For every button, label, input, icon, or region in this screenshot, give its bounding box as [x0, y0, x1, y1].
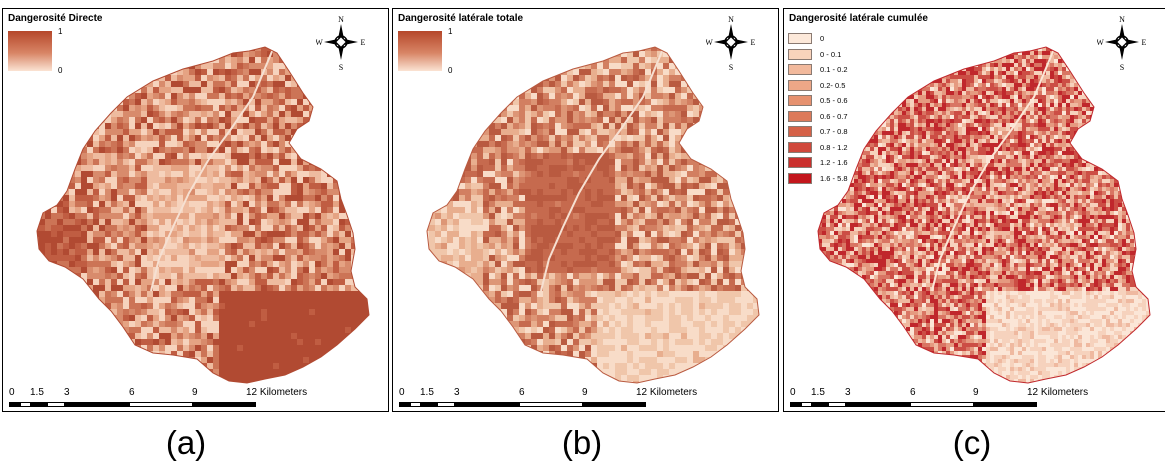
- scale-bar: 0 1.5 3 6 9 12 Kilometers: [399, 387, 699, 409]
- north-arrow-icon: NSWE: [1096, 13, 1147, 72]
- scale-segment: [519, 402, 583, 407]
- legend-item: 0.1 - 0.2: [788, 62, 848, 78]
- map-raster-a: [36, 46, 370, 384]
- scale-segment: [845, 402, 911, 407]
- map-raster-b: [426, 46, 760, 384]
- legend-item: 0.6 - 0.7: [788, 109, 848, 125]
- scale-tick-label: 0: [790, 387, 796, 398]
- legend-swatch: [788, 141, 812, 153]
- map-panel-a: Dangerosité Directe 1 0 N S W E 0 1.5 3 6 9 12 K…: [2, 8, 389, 412]
- scale-segment: [192, 402, 256, 407]
- legend-item-label: 0: [820, 34, 825, 44]
- legend-swatch: [788, 95, 812, 107]
- scale-segment: [129, 402, 193, 407]
- legend-max-label: 1: [58, 27, 63, 36]
- scale-tick-label: 12 Kilometers: [636, 387, 698, 398]
- scale-segment: [9, 402, 20, 407]
- scale-segment: [582, 402, 646, 407]
- north-arrow-icon: N S W E: [315, 13, 366, 72]
- legend-item: 0 - 0.1: [788, 47, 848, 63]
- scale-segment: [973, 402, 1037, 407]
- svg-text:S: S: [339, 63, 343, 71]
- legend-item: 0.7 - 0.8: [788, 124, 848, 140]
- scale-tick-label: 9: [973, 387, 979, 398]
- legend-item-label: 0.6 - 0.7: [820, 111, 848, 121]
- scale-bar: 0 1.5 3 6 9 12 Kilometers: [9, 387, 309, 409]
- legend-item-label: 0 - 0.1: [820, 49, 842, 59]
- legend-swatch: [788, 79, 812, 91]
- svg-text:W: W: [316, 38, 323, 47]
- legend-swatch: [788, 33, 812, 45]
- figure-caption-c: (c): [952, 424, 992, 461]
- scale-segment: [828, 402, 846, 407]
- scale-segment: [437, 402, 455, 407]
- map-title: Dangerosité latérale cumulée: [789, 13, 928, 24]
- scale-segment: [910, 402, 974, 407]
- legend-swatch: [788, 126, 812, 138]
- svg-text:N: N: [338, 15, 344, 24]
- legend-item: 0.2- 0.5: [788, 78, 848, 94]
- legend-item-label: 0.5 - 0.6: [820, 96, 848, 106]
- scale-tick-label: 3: [845, 387, 851, 398]
- scale-segment: [64, 402, 130, 407]
- map-title: Dangerosité Directe: [8, 13, 103, 24]
- legend-swatch: [788, 110, 812, 122]
- legend-swatch: [788, 157, 812, 169]
- scale-segment: [47, 402, 65, 407]
- scale-segment: [800, 402, 812, 407]
- scale-segment: [30, 402, 48, 407]
- legend-item-label: 0.1 - 0.2: [820, 65, 848, 75]
- legend-item: 1.6 - 5.8: [788, 171, 848, 187]
- svg-text:E: E: [361, 38, 366, 47]
- legend-item: 0.5 - 0.6: [788, 93, 848, 109]
- figure-caption-a: (a): [165, 424, 207, 461]
- scale-tick-label: 9: [582, 387, 588, 398]
- map-panel-b: Dangerosité latérale totale 1 0 NSWE 0 1.…: [392, 8, 779, 412]
- legend-item-label: 0.7 - 0.8: [820, 127, 848, 137]
- legend-item-label: 1.2 - 1.6: [820, 158, 848, 168]
- scale-tick-label: 12 Kilometers: [246, 387, 308, 398]
- scale-segment: [790, 402, 801, 407]
- legend-item-label: 0.2- 0.5: [820, 80, 846, 90]
- gradient-legend-swatch: [398, 31, 442, 71]
- legend-swatch: [788, 48, 812, 60]
- legend-max-label: 1: [448, 27, 453, 36]
- scale-segment: [811, 402, 829, 407]
- scale-tick-label: 12 Kilometers: [1027, 387, 1089, 398]
- scale-segment: [19, 402, 31, 407]
- scale-bar: 0 1.5 3 6 9 12 Kilometers: [790, 387, 1090, 409]
- gradient-legend-swatch: [8, 31, 52, 71]
- scale-segment: [399, 402, 410, 407]
- scale-tick-label: 0: [399, 387, 405, 398]
- scale-tick-label: 1.5: [30, 387, 44, 398]
- scale-tick-label: 6: [910, 387, 916, 398]
- class-legend: 0 0 - 0.1 0.1 - 0.2 0.2- 0.5 0.5 - 0.6 0…: [788, 31, 848, 186]
- scale-segment: [454, 402, 520, 407]
- legend-item-label: 0.8 - 1.2: [820, 142, 848, 152]
- legend-min-label: 0: [448, 66, 453, 75]
- scale-segment: [420, 402, 438, 407]
- scale-tick-label: 3: [454, 387, 460, 398]
- scale-tick-label: 1.5: [811, 387, 825, 398]
- legend-item: 1.2 - 1.6: [788, 155, 848, 171]
- scale-tick-label: 6: [519, 387, 525, 398]
- legend-item: 0: [788, 31, 848, 47]
- legend-swatch: [788, 172, 812, 184]
- legend-item: 0.8 - 1.2: [788, 140, 848, 156]
- scale-tick-label: 9: [192, 387, 198, 398]
- map-panel-c: Dangerosité latérale cumulée 0 0 - 0.1 0…: [783, 8, 1165, 412]
- scale-tick-label: 6: [129, 387, 135, 398]
- map-raster-c: [817, 46, 1151, 384]
- scale-tick-label: 3: [64, 387, 70, 398]
- map-title: Dangerosité latérale totale: [398, 13, 524, 24]
- legend-min-label: 0: [58, 66, 63, 75]
- scale-tick-label: 0: [9, 387, 15, 398]
- legend-item-label: 1.6 - 5.8: [820, 173, 848, 183]
- north-arrow-icon: NSWE: [705, 13, 756, 72]
- figure-caption-b: (b): [561, 424, 603, 461]
- legend-swatch: [788, 64, 812, 76]
- scale-tick-label: 1.5: [420, 387, 434, 398]
- scale-segment: [409, 402, 421, 407]
